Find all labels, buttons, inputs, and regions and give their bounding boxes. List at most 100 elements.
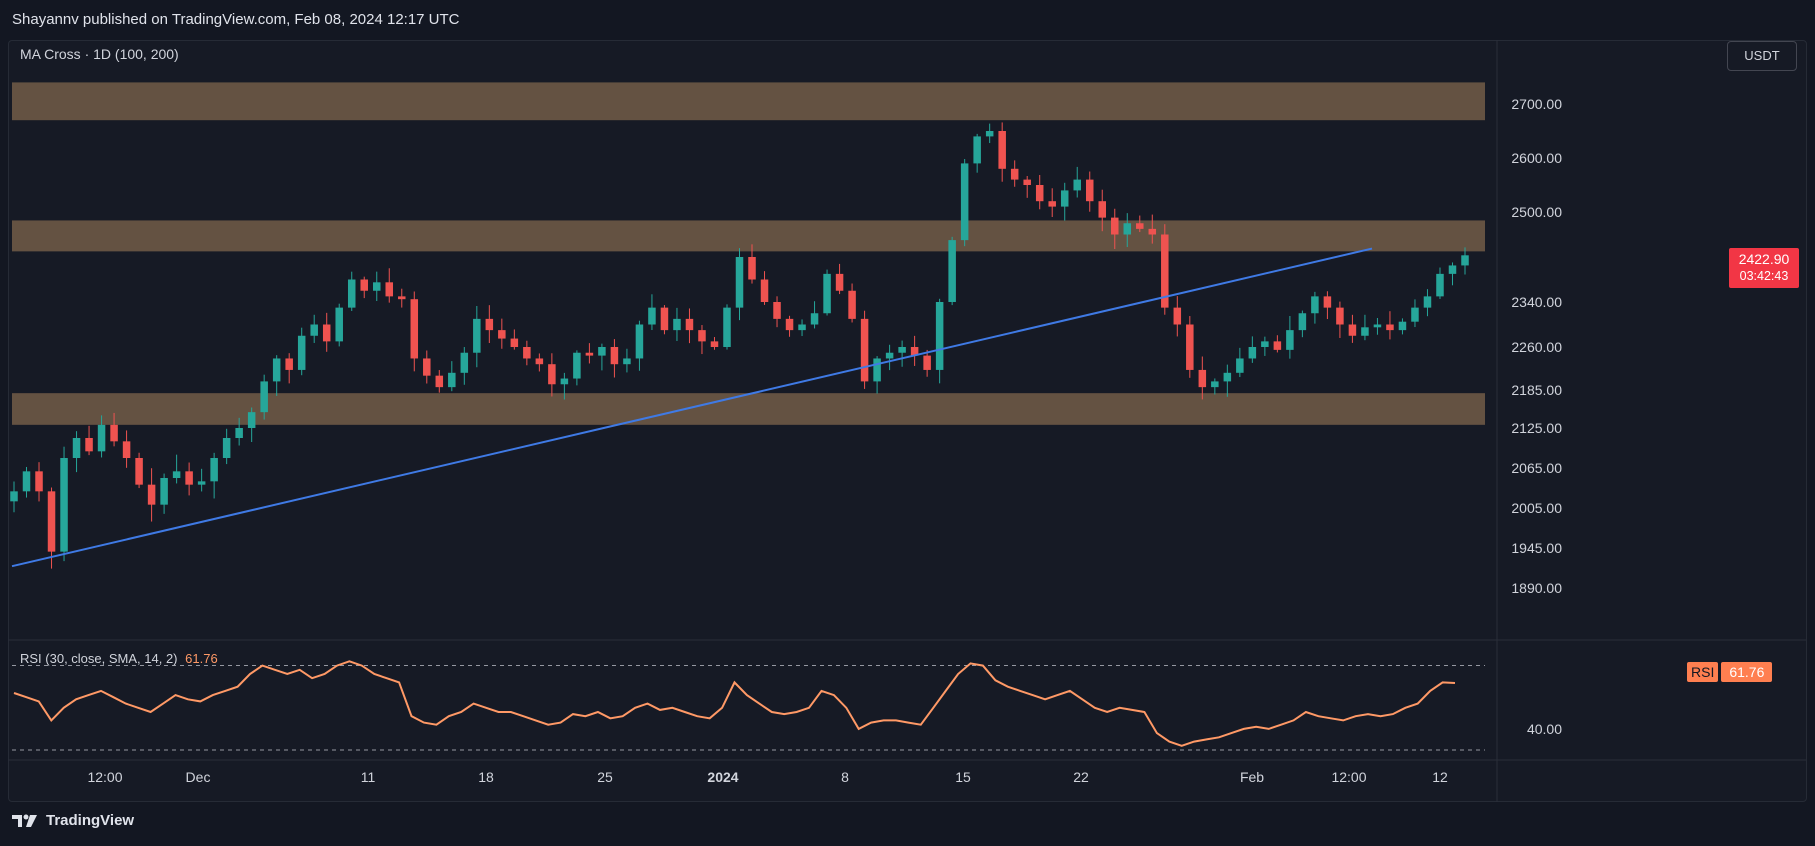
candle-body: [1436, 273, 1444, 297]
candle: [1423, 289, 1432, 317]
candle-body: [122, 441, 131, 458]
ma-cross-indicator-label[interactable]: MA Cross · 1D (100, 200): [20, 46, 179, 62]
candle: [485, 305, 494, 344]
candle-body: [1211, 381, 1219, 388]
candle-body: [260, 381, 268, 413]
candle-body: [10, 491, 18, 502]
candle: [1461, 247, 1469, 275]
candle: [1373, 317, 1382, 335]
candle: [1010, 160, 1019, 187]
candle-body: [748, 257, 756, 280]
candle: [560, 372, 569, 400]
candle: [185, 462, 193, 496]
candle-body: [398, 296, 406, 300]
candle: [660, 305, 669, 335]
candle: [1085, 171, 1094, 212]
candle: [47, 487, 56, 569]
candle-body: [197, 481, 206, 485]
candle: [1448, 262, 1457, 286]
price-tick-label: 1945.00: [1511, 540, 1562, 556]
candle-body: [810, 313, 819, 325]
candle: [1048, 188, 1056, 218]
candle: [998, 122, 1006, 182]
candle: [398, 288, 406, 308]
candle: [410, 291, 419, 372]
last-price: 2422.90: [1738, 251, 1790, 267]
candle-body: [435, 375, 444, 388]
time-tick-label: Dec: [186, 769, 211, 785]
tradingview-footer[interactable]: TradingView: [12, 812, 134, 829]
candle-body: [923, 355, 931, 370]
candle: [510, 329, 519, 350]
candle-body: [1136, 223, 1144, 229]
candle-body: [97, 424, 106, 452]
candle: [760, 271, 769, 305]
rsi-indicator-label[interactable]: RSI (30, close, SMA, 14, 2) 61.76: [20, 651, 218, 666]
candle-body: [710, 341, 719, 347]
candle-body: [898, 347, 906, 353]
candle-body: [723, 307, 731, 347]
candle-body: [1298, 313, 1307, 331]
candle-body: [985, 131, 994, 137]
candle-body: [860, 318, 869, 382]
price-tick-label: 1890.00: [1511, 580, 1562, 596]
candle-body: [948, 240, 956, 302]
candle-body: [598, 347, 606, 356]
time-tick-label: 12:00: [1331, 769, 1366, 785]
zone-0: [12, 82, 1485, 121]
candle-body: [1286, 330, 1294, 350]
candle: [147, 468, 156, 522]
candle-body: [1173, 307, 1182, 325]
candle: [735, 248, 744, 321]
candle-body: [848, 290, 856, 319]
candle-body: [998, 131, 1006, 169]
candle-body: [35, 471, 43, 492]
candle: [973, 133, 981, 173]
candle-body: [835, 273, 844, 291]
candle-body: [1161, 234, 1169, 308]
last-price-badge: 2422.90 03:42:43: [1729, 248, 1799, 288]
candle: [135, 452, 143, 489]
candle: [272, 355, 281, 396]
support-resistance-zones: [12, 82, 1485, 425]
candle: [1411, 299, 1419, 328]
candle-body: [548, 364, 556, 385]
candle-body: [673, 318, 681, 331]
candle: [1336, 301, 1344, 338]
candle-body: [973, 136, 981, 164]
candle: [335, 303, 343, 347]
candle-body: [535, 358, 544, 365]
candle: [835, 263, 844, 295]
candle-body: [560, 378, 569, 385]
candle: [22, 466, 31, 498]
candle-body: [210, 458, 218, 482]
candle-body: [1186, 324, 1194, 370]
candle: [860, 310, 869, 389]
candle-body: [1198, 369, 1207, 388]
price-tick-label: 2065.00: [1511, 460, 1562, 476]
candle-body: [1423, 296, 1432, 308]
candle-body: [135, 458, 143, 485]
candle: [1323, 291, 1332, 320]
candle-body: [1010, 168, 1019, 180]
candle: [385, 268, 394, 303]
candle-body: [473, 318, 481, 353]
candle: [1298, 310, 1307, 338]
candle-body: [648, 307, 656, 325]
candle-body: [623, 358, 631, 365]
candle-body: [1411, 307, 1419, 322]
currency-button[interactable]: USDT: [1727, 41, 1797, 71]
rsi-legend-value: 61.76: [185, 651, 218, 666]
candle-body: [1098, 201, 1107, 218]
publish-header: Shayannv published on TradingView.com, F…: [0, 0, 1815, 40]
candle-body: [360, 279, 368, 291]
candle: [810, 301, 819, 329]
candle: [448, 361, 456, 392]
candle-body: [285, 358, 293, 370]
candle: [235, 417, 243, 446]
candle-body: [448, 372, 456, 388]
candle-body: [185, 471, 193, 485]
candle-body: [610, 347, 619, 365]
candle: [723, 304, 731, 350]
